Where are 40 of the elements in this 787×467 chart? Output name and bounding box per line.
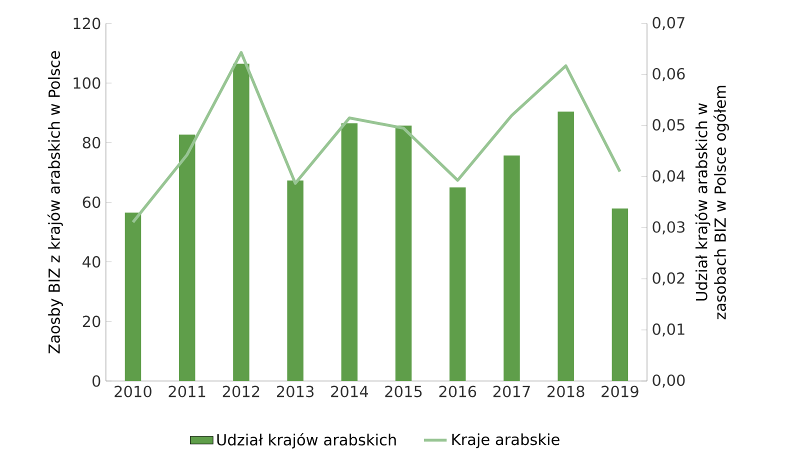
- y-axis-title: Zaosby BIZ z krajów arabskich w Polsce: [48, 51, 63, 354]
- y-tick-label: 100: [74, 77, 100, 89]
- y2-axis-title: Udział krajów arabskich w zasobach BIZ w Polsce ogółem: [694, 86, 729, 320]
- x-tick-label: 2013: [276, 386, 314, 398]
- y-tick-label: 80: [82, 136, 100, 148]
- y-tick-label: 40: [82, 256, 100, 268]
- x-tick-label: 2010: [114, 386, 152, 398]
- bar: [341, 123, 358, 382]
- y2-tick-label: 0,00: [652, 374, 685, 388]
- x-tick-label: 2015: [385, 386, 422, 398]
- x-tick-label: 2014: [331, 386, 368, 398]
- y2-tick-label: 0,04: [652, 170, 685, 184]
- x-tick-label: 2012: [222, 386, 260, 398]
- y2-tick-label: 0,01: [652, 323, 684, 337]
- line-series: [132, 51, 622, 224]
- bar: [178, 134, 196, 382]
- y-tick-label: 20: [82, 316, 100, 328]
- bar: [558, 112, 574, 382]
- y2-tick-label: 0,07: [652, 16, 684, 30]
- bar: [450, 187, 466, 382]
- x-tick-label: 2016: [439, 386, 476, 398]
- bar: [233, 64, 250, 382]
- legend-label: Kraje arabskie: [452, 433, 560, 448]
- legend-label: Udział krajów arabskich: [217, 433, 396, 449]
- y2-tick-label: 0,02: [652, 272, 684, 286]
- x-tick-label: 2011: [168, 386, 206, 398]
- bar: [395, 126, 412, 382]
- y-tick-label: 60: [82, 196, 100, 208]
- y2-tick-label: 0,03: [652, 221, 685, 234]
- y2-tick-label: 0,06: [652, 68, 685, 82]
- y-tick-label: 0: [92, 375, 100, 387]
- x-tick-label: 2019: [602, 386, 638, 398]
- bar: [612, 208, 628, 382]
- bar: [504, 156, 520, 382]
- y-tick-label: 120: [74, 18, 100, 30]
- y2-tick-label: 0,05: [652, 119, 684, 132]
- bar: [287, 180, 304, 382]
- x-tick-label: 2017: [493, 386, 530, 398]
- bar: [124, 212, 142, 382]
- x-tick-label: 2018: [548, 386, 584, 398]
